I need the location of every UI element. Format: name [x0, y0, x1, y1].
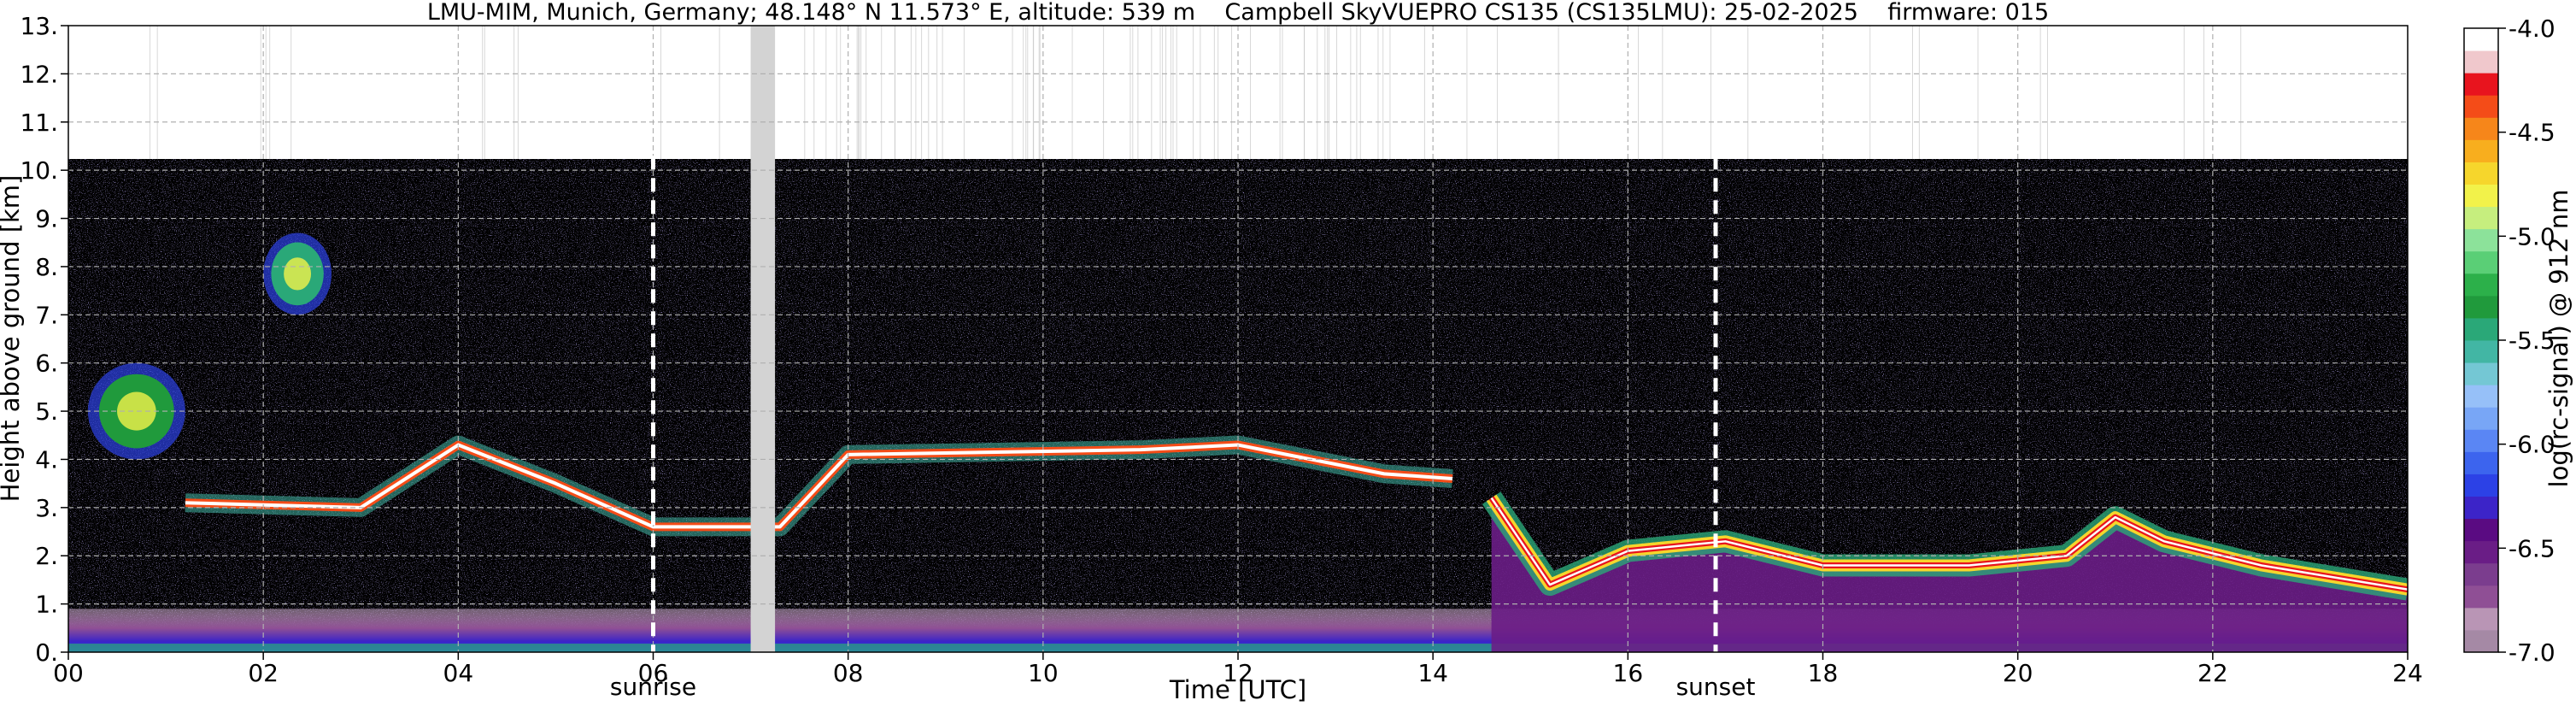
colorbar-segment	[2464, 28, 2498, 51]
colorbar-segment	[2464, 184, 2498, 208]
colorbar-segment	[2464, 518, 2498, 542]
x-tick-label: 16	[1613, 659, 1644, 687]
colorbar-segment	[2464, 162, 2498, 185]
colorbar-tick-label: -5.0	[2509, 222, 2555, 250]
colorbar-segment	[2464, 340, 2498, 363]
colorbar-segment	[2464, 496, 2498, 520]
colorbar-segment	[2464, 562, 2498, 586]
sunset-label: sunset	[1676, 673, 1756, 701]
colorbar-segment	[2464, 295, 2498, 319]
colorbar-label: log(rc-signal) @ 912 nm	[2544, 190, 2573, 488]
colorbar-segment	[2464, 474, 2498, 497]
y-tick-label: 6.	[35, 350, 58, 378]
x-tick-label: 04	[443, 659, 474, 687]
colorbar-tick-label: -4.0	[2509, 15, 2555, 43]
colorbar-segment	[2464, 250, 2498, 274]
x-tick-label: 24	[2392, 659, 2423, 687]
colorbar-segment	[2464, 139, 2498, 162]
colorbar-segment	[2464, 228, 2498, 252]
x-tick-label: 12	[1223, 659, 1253, 687]
noise-speckle-green	[769, 159, 1470, 347]
y-tick-label: 11.	[20, 109, 58, 137]
data-gap	[750, 26, 776, 652]
y-tick-label: 10.	[20, 156, 58, 185]
y-tick-label: 0.	[35, 638, 58, 667]
colorbar-segment	[2464, 95, 2498, 118]
y-tick-label: 5.	[35, 397, 58, 426]
colorbar-segment	[2464, 607, 2498, 631]
boundary-layer-top	[1490, 497, 2408, 591]
colorbar-segment	[2464, 206, 2498, 230]
plot-area	[68, 26, 2408, 652]
colorbar-segment	[2464, 362, 2498, 385]
annotations: sunrise sunset	[610, 673, 1756, 701]
y-tick-label: 3.	[35, 494, 58, 522]
event-lines	[651, 156, 1718, 652]
x-axis-label: Time [UTC]	[1169, 675, 1306, 704]
colorbar-segment	[2464, 451, 2498, 474]
y-tick-label: 7.	[35, 301, 58, 329]
y-tick-label: 4.	[35, 445, 58, 474]
y-tick-label: 2.	[35, 542, 58, 570]
y-tick-label: 9.	[35, 205, 58, 233]
x-tick-label: 02	[248, 659, 279, 687]
colorbar-segment	[2464, 73, 2498, 96]
grid-lines	[68, 26, 2408, 652]
colorbar-tick-label: -6.0	[2509, 431, 2555, 459]
colorbar-segment	[2464, 407, 2498, 430]
colorbar-segment	[2464, 429, 2498, 452]
cloud-layer-top	[185, 443, 1453, 529]
x-tick-label: 10	[1028, 659, 1059, 687]
x-tick-label: 14	[1417, 659, 1448, 687]
y-tick-label: 12.	[20, 60, 58, 88]
colorbar-segment	[2464, 117, 2498, 140]
x-tick-label: 18	[1808, 659, 1839, 687]
colorbar-segment	[2464, 585, 2498, 609]
x-axis: 00 02 04 06 08 10 12 14 16 18 20 22 24	[53, 652, 2423, 687]
x-tick-label: 00	[53, 659, 84, 687]
colorbar-tick-label: -5.5	[2509, 327, 2555, 355]
chart-title: LMU-MIM, Munich, Germany; 48.148° N 11.5…	[427, 0, 2049, 26]
y-tick-label: 1.	[35, 591, 58, 619]
colorbar-segment	[2464, 50, 2498, 74]
x-tick-label: 20	[2003, 659, 2033, 687]
colorbar-tick-label: -6.5	[2509, 534, 2555, 562]
y-axis-label: Height above ground [km]	[0, 175, 25, 503]
colorbar-tick-label: -7.0	[2509, 638, 2555, 667]
colorbar-segment	[2464, 385, 2498, 408]
colorbar-segment	[2464, 540, 2498, 564]
sunrise-label: sunrise	[610, 673, 696, 701]
colorbar-tick-label: -4.5	[2509, 119, 2555, 147]
colorbar-segment	[2464, 629, 2498, 653]
x-tick-label: 22	[2198, 659, 2228, 687]
aerosol-layer-center	[117, 391, 156, 431]
y-tick-label: 13.	[20, 12, 58, 40]
x-tick-label: 08	[833, 659, 864, 687]
colorbar: -4.0 -4.5 -5.0 -5.5 -6.0 -6.5 -7.0	[2463, 15, 2555, 667]
x-tick-label: 06	[638, 659, 669, 687]
colorbar-segment	[2464, 273, 2498, 297]
aerosol-layer-center	[284, 257, 312, 291]
y-tick-label: 8.	[35, 253, 58, 281]
surface-layer-ground	[68, 644, 2408, 652]
y-axis: 0. 1. 2. 3. 4. 5. 6. 7. 8. 9. 10. 11. 12. 13.	[20, 12, 68, 667]
colorbar-segment	[2464, 317, 2498, 341]
